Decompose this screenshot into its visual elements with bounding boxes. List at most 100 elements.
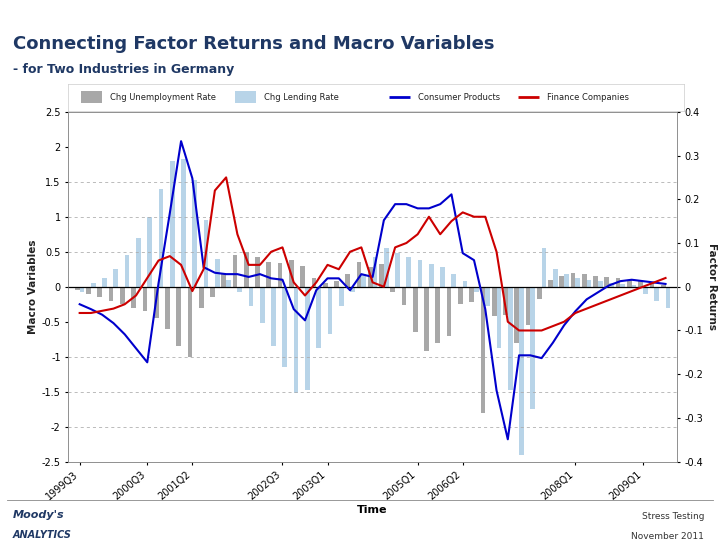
Bar bbox=[643, 287, 648, 294]
Bar bbox=[114, 269, 118, 287]
Bar bbox=[638, 281, 643, 287]
Bar bbox=[356, 261, 361, 287]
Bar bbox=[235, 91, 256, 103]
Bar bbox=[334, 281, 339, 287]
Bar bbox=[519, 287, 523, 455]
Bar bbox=[541, 248, 546, 287]
Bar bbox=[170, 161, 174, 287]
Bar bbox=[282, 287, 287, 367]
Bar bbox=[395, 253, 400, 287]
Bar bbox=[384, 248, 389, 287]
Bar bbox=[402, 287, 406, 305]
Bar bbox=[418, 260, 423, 287]
Bar bbox=[248, 287, 253, 306]
Text: Connecting Factor Returns and Macro Variables: Connecting Factor Returns and Macro Vari… bbox=[13, 35, 495, 53]
Bar bbox=[233, 255, 238, 287]
Bar bbox=[497, 287, 501, 348]
Y-axis label: Macro Variables: Macro Variables bbox=[27, 240, 37, 334]
Bar bbox=[424, 287, 429, 351]
Bar bbox=[312, 278, 316, 287]
Bar bbox=[188, 287, 192, 357]
Bar bbox=[75, 287, 80, 290]
Bar bbox=[582, 274, 587, 287]
Bar bbox=[463, 281, 467, 287]
Bar bbox=[480, 287, 485, 413]
Bar bbox=[446, 287, 451, 336]
Bar bbox=[406, 258, 411, 287]
Text: 48: 48 bbox=[683, 8, 700, 22]
Bar bbox=[508, 287, 513, 390]
Bar bbox=[598, 281, 603, 287]
Bar bbox=[621, 284, 625, 287]
Bar bbox=[469, 287, 474, 302]
Bar bbox=[199, 287, 204, 308]
Text: ANALYTICS: ANALYTICS bbox=[13, 530, 72, 540]
Bar bbox=[654, 287, 659, 301]
Bar bbox=[514, 287, 519, 343]
Bar bbox=[609, 282, 614, 287]
Bar bbox=[413, 287, 418, 332]
Bar bbox=[429, 265, 433, 287]
Bar bbox=[266, 261, 271, 287]
Bar bbox=[350, 287, 355, 292]
Bar bbox=[537, 287, 541, 299]
Bar bbox=[627, 280, 631, 287]
Bar bbox=[316, 287, 321, 348]
Text: Chg Unemployment Rate: Chg Unemployment Rate bbox=[110, 93, 216, 102]
Bar bbox=[80, 287, 84, 292]
Bar bbox=[575, 278, 580, 287]
Bar bbox=[323, 284, 328, 287]
Bar bbox=[631, 285, 636, 287]
Bar bbox=[379, 265, 384, 287]
Bar bbox=[244, 252, 248, 287]
Bar bbox=[109, 287, 114, 301]
Text: November 2011: November 2011 bbox=[631, 532, 704, 540]
Bar bbox=[81, 91, 102, 103]
Bar bbox=[148, 217, 152, 287]
Bar bbox=[436, 287, 440, 343]
Bar bbox=[564, 274, 569, 287]
Bar bbox=[559, 276, 564, 287]
Bar bbox=[571, 273, 575, 287]
Bar bbox=[192, 180, 197, 287]
Bar bbox=[339, 287, 343, 306]
Bar bbox=[649, 284, 654, 287]
Bar bbox=[136, 238, 140, 287]
Bar bbox=[204, 220, 208, 287]
Bar bbox=[102, 278, 107, 287]
Bar bbox=[210, 287, 215, 297]
Bar bbox=[553, 269, 557, 287]
Bar bbox=[503, 287, 508, 315]
Bar bbox=[451, 274, 456, 287]
Bar bbox=[531, 287, 535, 409]
Bar bbox=[665, 287, 670, 308]
Bar bbox=[328, 287, 332, 334]
Bar bbox=[255, 258, 260, 287]
Bar bbox=[548, 280, 553, 287]
Bar bbox=[226, 280, 231, 287]
Bar bbox=[289, 260, 294, 287]
Text: Finance Companies: Finance Companies bbox=[547, 93, 629, 102]
Bar bbox=[154, 287, 158, 318]
Bar bbox=[526, 287, 531, 325]
Bar bbox=[616, 278, 621, 287]
Text: Chg Lending Rate: Chg Lending Rate bbox=[264, 93, 339, 102]
Text: Consumer Products: Consumer Products bbox=[418, 93, 500, 102]
Bar bbox=[492, 287, 497, 316]
Bar bbox=[222, 273, 226, 287]
Bar bbox=[260, 287, 265, 323]
Bar bbox=[97, 287, 102, 297]
Bar bbox=[143, 287, 148, 311]
Bar bbox=[131, 287, 136, 308]
Bar bbox=[474, 287, 479, 292]
Bar bbox=[120, 287, 125, 304]
Bar bbox=[86, 287, 91, 294]
Bar bbox=[593, 275, 598, 287]
Bar bbox=[294, 287, 299, 393]
Text: - for Two Industries in Germany: - for Two Industries in Germany bbox=[13, 63, 234, 76]
Bar bbox=[605, 277, 609, 287]
Text: Stress Testing: Stress Testing bbox=[642, 511, 704, 521]
Bar bbox=[181, 159, 186, 287]
Bar bbox=[125, 255, 130, 287]
Bar bbox=[271, 287, 276, 346]
